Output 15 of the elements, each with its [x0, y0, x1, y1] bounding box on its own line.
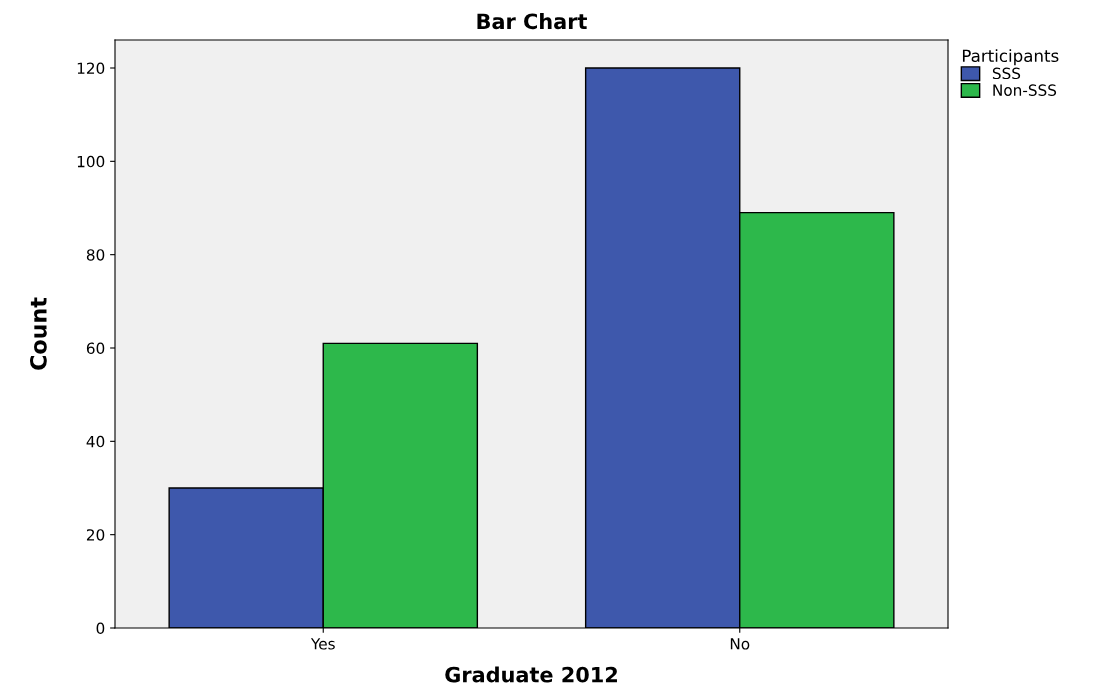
y-tick-label: 40: [86, 435, 105, 448]
x-axis-title: Graduate 2012: [445, 666, 617, 683]
y-tick-label: 0: [96, 622, 105, 635]
chart-title: Bar Chart: [477, 13, 587, 30]
y-tick-label: 120: [77, 62, 105, 75]
y-tick-label: 20: [86, 529, 105, 541]
legend-label: SSS: [992, 67, 1021, 80]
y-tick-label: 100: [77, 155, 105, 168]
legend-title: Participants: [962, 49, 1059, 66]
x-tick-label: No: [730, 638, 750, 650]
y-tick-label: 60: [86, 342, 105, 355]
y-tick-label: 80: [86, 249, 105, 261]
y-axis-title: Count: [30, 297, 47, 370]
legend-label: Non-SSS: [993, 84, 1057, 96]
x-tick-label: Yes: [310, 638, 335, 650]
